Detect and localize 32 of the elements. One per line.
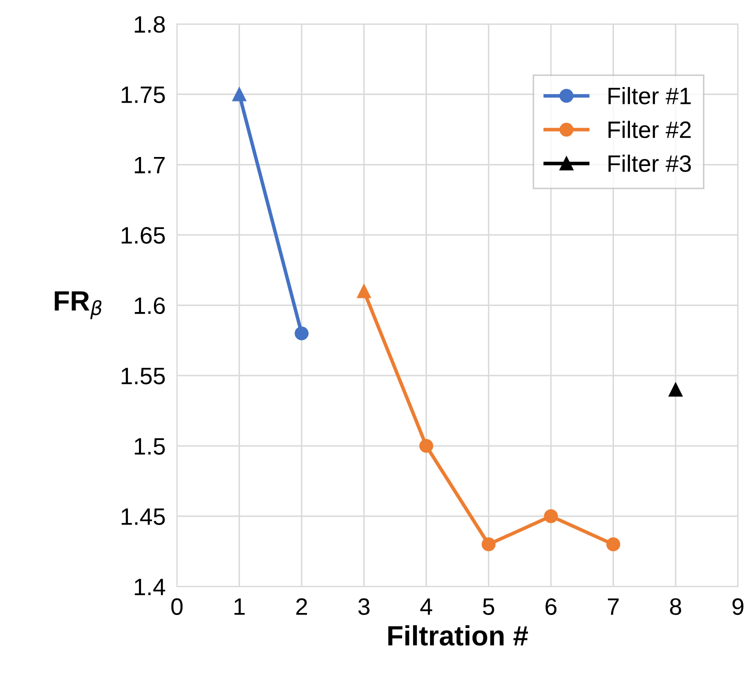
x-tick-label: 8 [670,598,682,615]
x-tick-label: 2 [296,598,307,615]
y-axis-title: FR$_{β}$ [54,291,102,320]
point [544,509,558,524]
y-tick-label: 1.55 [122,368,165,384]
x-axis-title: Filtration # [388,625,528,646]
x-tick-label: 0 [171,598,183,615]
legend-label: Filter #1 [608,87,691,104]
x-tick-label: 1 [234,598,245,615]
y-tick-label: 1.45 [122,508,165,526]
point [668,382,683,397]
x-tick-label: 5 [482,598,494,615]
point [232,87,246,102]
x-tick-label: 9 [732,598,744,615]
legend-label: Filter #2 [608,120,691,138]
y-tick-label: 1.8 [134,16,165,33]
x-tick-label: 7 [608,598,619,615]
x-tick-label: 4 [420,598,432,615]
point [482,537,496,552]
x-tick-label: 3 [358,598,370,615]
point [419,438,434,453]
point [606,537,620,552]
point [294,326,309,340]
x-tick-label: 6 [546,598,556,615]
y-tick-label: 1.75 [122,86,165,104]
y-tick-label: 1.4 [134,578,166,596]
y-tick-label: 1.7 [134,156,165,174]
y-tick-label: 1.65 [122,227,165,244]
y-tick-label: 1.5 [134,438,165,455]
legend-label: Filter #3 [608,154,691,172]
point [357,284,371,298]
y-tick-label: 1.6 [134,297,165,314]
